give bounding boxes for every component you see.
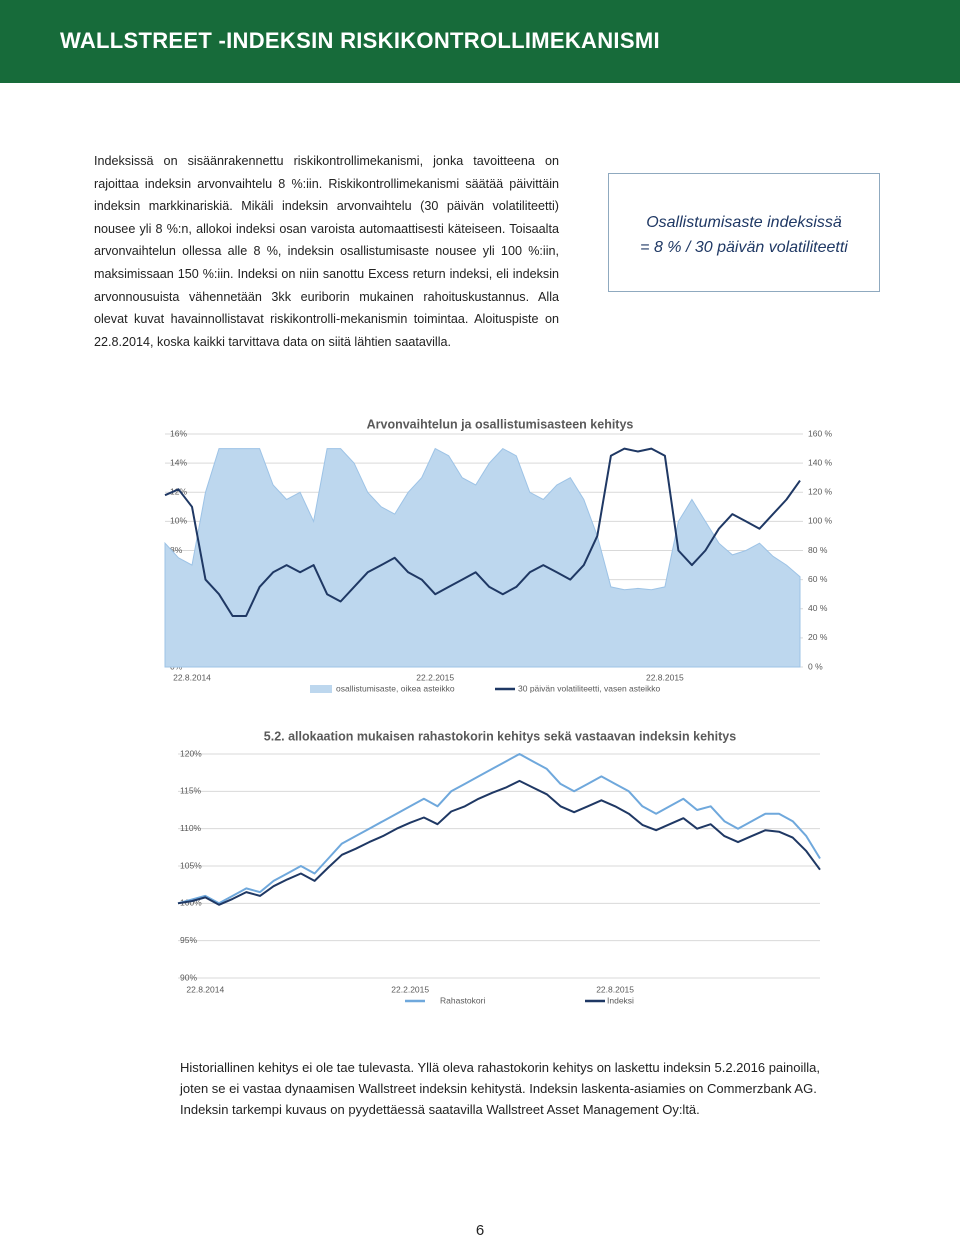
formula-line: = 8 % / 30 päivän volatiliteetti: [640, 239, 848, 256]
y-tick-label: 95%: [180, 935, 197, 945]
x-tick-label: 22.8.2014: [173, 672, 211, 682]
legend-label: Rahastokori: [440, 995, 485, 1005]
y2-tick-label: 0 %: [808, 661, 823, 671]
formula-box: Osallistumisaste indeksissä = 8 % / 30 p…: [608, 173, 880, 292]
header-bar: WALLSTREET -INDEKSIN RISKIKONTROLLIMEKAN…: [0, 0, 960, 83]
y-tick-label: 115%: [180, 786, 202, 796]
legend-label: Indeksi: [607, 995, 634, 1005]
chart-title: Arvonvaihtelun ja osallistumisasteen keh…: [367, 417, 634, 431]
y-tick-label: 105%: [180, 860, 202, 870]
y-tick-label: 12%: [170, 487, 187, 497]
line: [177, 753, 821, 905]
y2-tick-label: 100 %: [808, 516, 833, 526]
y2-tick-label: 80 %: [808, 545, 828, 555]
legend-label: 30 päivän volatiliteetti, vasen asteikko: [518, 683, 660, 693]
footer-line: Historiallinen kehitys ei ole tae tuleva…: [180, 1060, 821, 1075]
formula-line: Osallistumisaste indeksissä: [646, 214, 842, 231]
volatility-chart: Arvonvaihtelun ja osallistumisasteen keh…: [164, 417, 833, 693]
chart-title: 5.2. allokaation mukaisen rahastokorin k…: [264, 729, 736, 743]
y-tick-label: 10%: [170, 516, 187, 526]
basket-chart: 5.2. allokaation mukaisen rahastokorin k…: [177, 729, 821, 1005]
y-tick-label: 120%: [180, 748, 202, 758]
y2-tick-label: 20 %: [808, 632, 828, 642]
y-tick-label: 90%: [180, 972, 197, 982]
legend-label: osallistumisaste, oikea asteikko: [336, 683, 455, 693]
y2-tick-label: 60 %: [808, 574, 828, 584]
y2-tick-label: 120 %: [808, 487, 833, 497]
line: [177, 779, 821, 906]
footer-line: joten se ei vastaa dynaamisen Wallstreet…: [180, 1081, 817, 1096]
y2-tick-label: 160 %: [808, 428, 833, 438]
y2-tick-label: 140 %: [808, 457, 833, 467]
footer-text: Historiallinen kehitys ei ole tae tuleva…: [180, 1057, 820, 1120]
page-title: WALLSTREET -INDEKSIN RISKIKONTROLLIMEKAN…: [60, 28, 660, 53]
x-tick-label: 22.2.2015: [391, 984, 429, 994]
line: [164, 447, 801, 617]
x-tick-label: 22.8.2014: [186, 984, 224, 994]
legend-swatch: [310, 685, 332, 693]
y-tick-label: 8%: [170, 545, 183, 555]
y-tick-label: 16%: [170, 428, 187, 438]
body-paragraph: Indeksissä on sisäänrakennettu riskikont…: [94, 154, 559, 349]
footer-line: Indeksin tarkempi kuvaus on pyydettäessä…: [180, 1102, 700, 1117]
y-tick-label: 110%: [180, 823, 202, 833]
x-tick-label: 22.8.2015: [646, 672, 684, 682]
page-number: 6: [475, 1222, 485, 1239]
y-tick-label: 14%: [170, 457, 187, 467]
y-tick-label: 100%: [180, 898, 202, 908]
x-tick-label: 22.2.2015: [416, 672, 454, 682]
y2-tick-label: 40 %: [808, 603, 828, 613]
area: [164, 447, 801, 668]
x-tick-label: 22.8.2015: [596, 984, 634, 994]
